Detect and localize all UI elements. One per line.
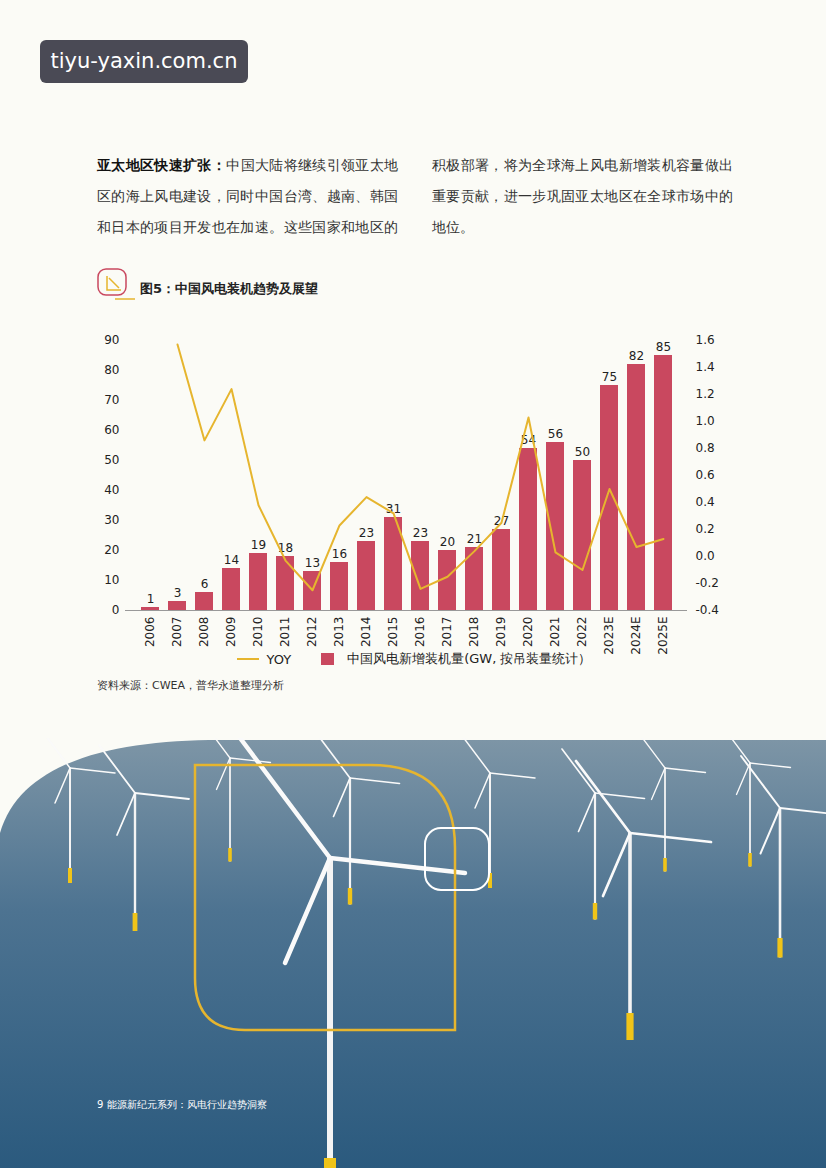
svg-text:23: 23: [359, 526, 374, 540]
svg-text:3: 3: [174, 586, 182, 600]
html-text:9 能源新纪元系列：风电行业趋势洞察: 9 能源新纪元系列：风电行业趋势洞察: [97, 1099, 267, 1110]
svg-text:2015: 2015: [386, 617, 400, 648]
svg-text:2010: 2010: [251, 617, 265, 648]
svg-text:0.6: 0.6: [696, 468, 715, 482]
svg-text:20: 20: [104, 543, 119, 557]
svg-text:0: 0: [112, 603, 120, 617]
svg-text:23: 23: [413, 526, 428, 540]
svg-text:1.2: 1.2: [696, 387, 715, 401]
html-text:亚太地区快速扩张：中国大陆将继续引领亚太地区的海上风电建设，: 亚太地区快速扩张：中国大陆将继续引领亚太地区的海上风电建设，同时中国台湾、越南、…: [97, 157, 733, 235]
svg-text:16: 16: [332, 547, 347, 561]
svg-text:14: 14: [224, 553, 239, 567]
svg-text:13: 13: [305, 556, 320, 570]
svg-text:2020: 2020: [521, 617, 535, 648]
svg-text:82: 82: [629, 349, 644, 363]
svg-text:80: 80: [104, 363, 119, 377]
svg-text:1.4: 1.4: [696, 360, 715, 374]
svg-text:18: 18: [277, 541, 294, 556]
svg-text:85: 85: [656, 340, 671, 354]
svg-text:2014: 2014: [359, 617, 373, 648]
svg-text:31: 31: [385, 502, 402, 517]
svg-text:2011: 2011: [278, 617, 292, 648]
svg-text:2024E: 2024E: [629, 617, 643, 655]
svg-text:6: 6: [201, 577, 209, 591]
svg-text:2009: 2009: [224, 617, 238, 648]
svg-text:0.2: 0.2: [696, 522, 715, 536]
svg-text:70: 70: [104, 393, 119, 407]
svg-text:90: 90: [104, 333, 119, 347]
svg-text:-0.4: -0.4: [696, 603, 719, 617]
svg-text:0.8: 0.8: [696, 441, 715, 455]
svg-text:20: 20: [440, 535, 455, 549]
svg-text:75: 75: [602, 370, 617, 384]
svg-text:56: 56: [548, 427, 563, 441]
svg-text:40: 40: [104, 483, 119, 497]
svg-text:21: 21: [466, 532, 483, 547]
svg-text:2016: 2016: [413, 617, 427, 648]
html-text:中国风电新增装机量(GW, 按吊装量统计）: 中国风电新增装机量(GW, 按吊装量统计）: [347, 651, 592, 666]
html-text:资料来源：CWEA，普华永道整理分析: 资料来源：CWEA，普华永道整理分析: [97, 679, 284, 692]
html-text:tiyu-yaxin.com.cn: tiyu-yaxin.com.cn: [50, 49, 238, 73]
svg-text:2006: 2006: [143, 617, 157, 648]
svg-text:2018: 2018: [467, 617, 481, 648]
svg-text:2012: 2012: [305, 617, 319, 648]
svg-text:10: 10: [104, 573, 119, 587]
svg-text:2023E: 2023E: [602, 617, 616, 655]
svg-text:30: 30: [104, 513, 119, 527]
svg-text:2007: 2007: [170, 617, 184, 648]
svg-text:2017: 2017: [440, 617, 454, 648]
svg-text:2008: 2008: [197, 617, 211, 648]
html-text:图5：中国风电装机趋势及展望: 图5：中国风电装机趋势及展望: [140, 281, 318, 296]
svg-text:2013: 2013: [332, 617, 346, 648]
svg-text:60: 60: [104, 423, 119, 437]
svg-text:50: 50: [104, 453, 119, 467]
svg-text:2019: 2019: [494, 617, 508, 648]
svg-text:2022: 2022: [575, 617, 589, 648]
svg-text:1.6: 1.6: [696, 333, 715, 347]
svg-text:1.0: 1.0: [696, 414, 715, 428]
svg-text:0.4: 0.4: [696, 495, 715, 509]
svg-text:2021: 2021: [548, 617, 562, 648]
svg-text:2025E: 2025E: [656, 617, 670, 655]
svg-text:19: 19: [251, 538, 266, 552]
svg-text:1: 1: [147, 592, 155, 606]
svg-text:-0.2: -0.2: [696, 576, 719, 590]
svg-text:0.0: 0.0: [696, 549, 715, 563]
html-text:YOY: YOY: [266, 651, 292, 667]
svg-text:27: 27: [493, 514, 510, 529]
svg-text:50: 50: [575, 445, 590, 459]
